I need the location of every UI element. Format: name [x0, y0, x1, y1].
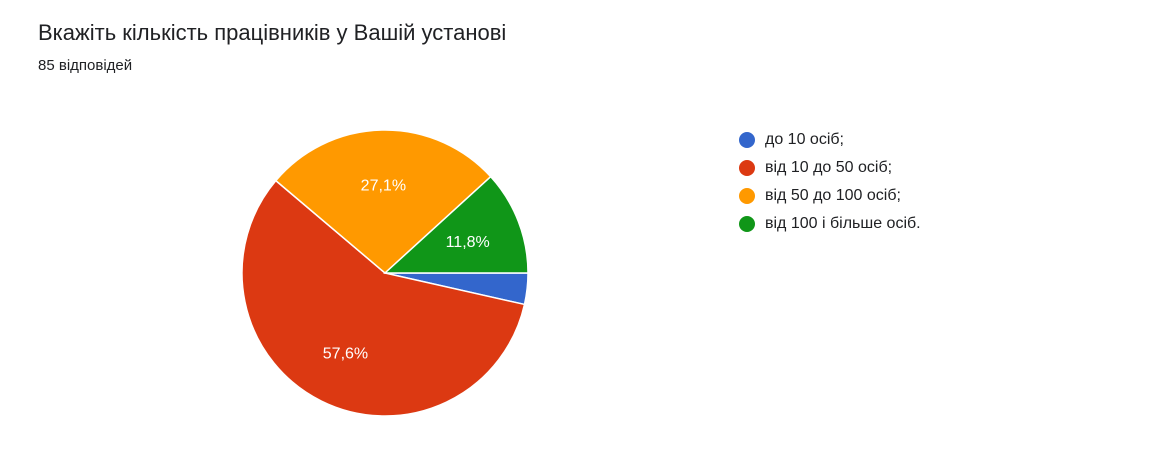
chart-header: Вкажіть кількість працівників у Вашій ус… — [38, 18, 506, 76]
legend-label: до 10 осіб; — [765, 131, 844, 148]
legend-swatch — [739, 160, 755, 176]
chart-title: Вкажіть кількість працівників у Вашій ус… — [38, 20, 507, 45]
legend-swatch — [739, 216, 755, 232]
legend-swatch — [739, 132, 755, 148]
legend-swatch — [739, 188, 755, 204]
legend-item[interactable]: від 50 до 100 осіб; — [739, 182, 921, 210]
legend-item[interactable]: до 10 осіб; — [739, 126, 921, 154]
slice-data-label: 27,1% — [361, 177, 406, 194]
legend-label: від 10 до 50 осіб; — [765, 159, 893, 176]
slice-data-label: 57,6% — [323, 345, 368, 362]
legend-label: від 100 і більше осіб. — [765, 215, 921, 232]
slice-data-label: 11,8% — [446, 234, 490, 251]
legend-item[interactable]: від 10 до 50 осіб; — [739, 154, 921, 182]
slice-50-to-100[interactable] — [274, 129, 492, 274]
chart-legend: до 10 осіб; від 10 до 50 осіб; від 50 до 1… — [739, 126, 921, 238]
legend-item[interactable]: від 100 і більше осіб. — [739, 210, 921, 238]
legend-label: від 50 до 100 осіб; — [765, 187, 901, 204]
response-count: 85 відповідей — [38, 57, 133, 74]
slice-10-to-50[interactable] — [241, 179, 526, 417]
slice-100-plus[interactable] — [383, 175, 529, 274]
pie-chart: 57,6% 27,1% 11,8% — [241, 129, 529, 417]
